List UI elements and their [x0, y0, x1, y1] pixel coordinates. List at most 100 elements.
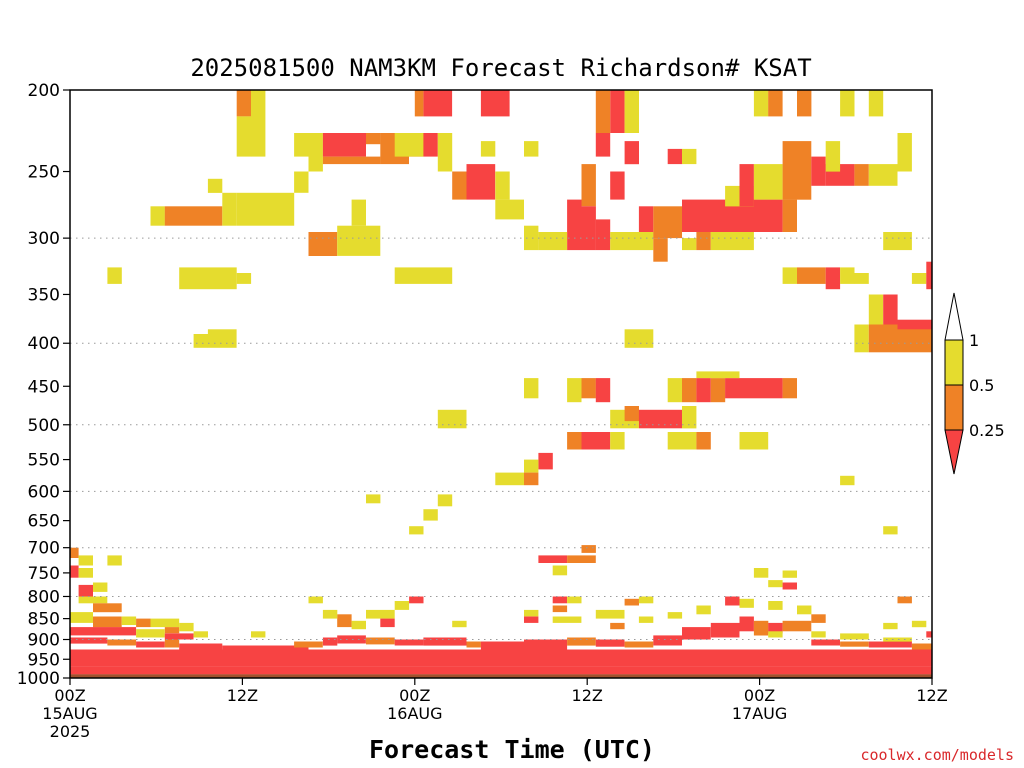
- heatmap-cell: [868, 641, 912, 648]
- heatmap-cell: [294, 641, 323, 648]
- heatmap-cell: [394, 267, 453, 284]
- heatmap-cell: [595, 133, 611, 157]
- heatmap-cell: [667, 432, 697, 450]
- heatmap-cell: [552, 596, 568, 604]
- heatmap-cell: [581, 432, 611, 450]
- heatmap-cell: [337, 614, 352, 628]
- heatmap-cell: [682, 238, 697, 251]
- heatmap-cell: [524, 378, 539, 399]
- heatmap-cell: [337, 635, 366, 644]
- x-tick-label: 17AUG: [732, 704, 787, 723]
- heatmap-cell: [624, 641, 654, 648]
- heatmap-cell: [825, 141, 841, 172]
- heatmap-cells: [70, 90, 932, 675]
- colorbar-level-label: 0.25: [969, 421, 1005, 440]
- y-tick-label: 750: [28, 564, 60, 584]
- heatmap-cell: [452, 620, 467, 628]
- heatmap-cell: [581, 378, 596, 399]
- heatmap-cell: [926, 261, 932, 290]
- y-tick-label: 250: [28, 163, 60, 183]
- heatmap-cell: [322, 156, 381, 165]
- heatmap-cell: [394, 601, 410, 610]
- heatmap-cell: [667, 378, 683, 403]
- x-tick-label: 12Z: [572, 686, 603, 705]
- heatmap-cell: [495, 171, 510, 200]
- heatmap-cell: [753, 568, 769, 578]
- heatmap-cell: [768, 622, 783, 634]
- heatmap-cell: [409, 596, 424, 604]
- heatmap-cell: [811, 639, 840, 646]
- heatmap-cell: [136, 641, 165, 648]
- heatmap-cell: [739, 164, 754, 207]
- heatmap-cell: [322, 609, 338, 619]
- heatmap-cell: [179, 267, 237, 290]
- heatmap-cell: [797, 90, 812, 117]
- y-tick-label: 500: [28, 416, 60, 436]
- heatmap-cell: [78, 584, 93, 597]
- heatmap-cell: [394, 639, 424, 646]
- heatmap-cell: [768, 580, 783, 588]
- heatmap-cell: [768, 601, 783, 610]
- heatmap-cell: [638, 616, 654, 623]
- heatmap-cell: [150, 618, 180, 628]
- heatmap-cell: [840, 633, 869, 640]
- heatmap-cell: [107, 639, 137, 646]
- heatmap-cell: [782, 582, 797, 590]
- heatmap-cell: [811, 614, 826, 623]
- heatmap-cell: [164, 206, 223, 226]
- heatmap-cell: [897, 596, 912, 604]
- heatmap-cell: [351, 620, 366, 630]
- heatmap-cell: [107, 267, 122, 284]
- y-tick-label: 850: [28, 610, 60, 630]
- heatmap-cell: [366, 133, 381, 145]
- heatmap-cell: [638, 206, 654, 239]
- heatmap-cell: [840, 641, 869, 647]
- heatmap-cell: [595, 639, 625, 647]
- heatmap-cell: [538, 452, 553, 470]
- heatmap-cell: [236, 116, 252, 157]
- heatmap-cell: [868, 90, 884, 117]
- chart-title: 2025081500 NAM3KM Forecast Richardson# K…: [190, 54, 811, 82]
- heatmap-cell: [739, 432, 769, 450]
- heatmap-cell: [854, 164, 869, 186]
- heatmap-cell: [696, 432, 711, 450]
- heatmap-cell: [595, 378, 611, 403]
- heatmap-cell: [207, 178, 223, 193]
- heatmap-cell: [638, 596, 654, 604]
- heatmap-cell: [710, 622, 740, 638]
- heatmap-cell: [366, 494, 381, 504]
- y-tick-label: 600: [28, 482, 60, 502]
- heatmap-cell: [322, 637, 338, 646]
- heatmap-cell: [753, 164, 783, 200]
- heatmap-cell: [437, 133, 453, 172]
- heatmap-cell: [150, 206, 165, 226]
- heatmap-cell: [236, 273, 252, 284]
- colorbar-level-label: 0.5: [969, 376, 994, 395]
- heatmap-cell: [696, 605, 711, 615]
- heatmap-cell: [380, 618, 395, 628]
- heatmap-cell: [193, 631, 208, 638]
- heatmap-cell: [595, 90, 611, 133]
- heatmap-cell: [107, 555, 122, 566]
- x-tick-label: 12Z: [916, 686, 947, 705]
- heatmap-cell: [524, 141, 539, 157]
- heatmap-cell: [423, 509, 438, 521]
- x-tick-label: 00Z: [399, 686, 430, 705]
- credit-label: coolwx.com/models: [860, 746, 1014, 764]
- heatmap-cell: [897, 319, 932, 330]
- heatmap-cell: [93, 582, 108, 592]
- heatmap-cell: [696, 232, 711, 251]
- heatmap-cell: [667, 612, 683, 619]
- heatmap-cell: [610, 432, 625, 450]
- heatmap-cell: [768, 90, 783, 117]
- heatmap-cell: [911, 273, 927, 284]
- heatmap-cell: [667, 148, 683, 165]
- heatmap-cell: [236, 192, 295, 226]
- heatmap-cell: [797, 605, 812, 615]
- heatmap-cell: [70, 666, 932, 675]
- heatmap-cell: [782, 570, 797, 578]
- heatmap-cell: [653, 206, 682, 239]
- y-tick-label: 1000: [17, 669, 60, 689]
- heatmap-cell: [897, 133, 912, 172]
